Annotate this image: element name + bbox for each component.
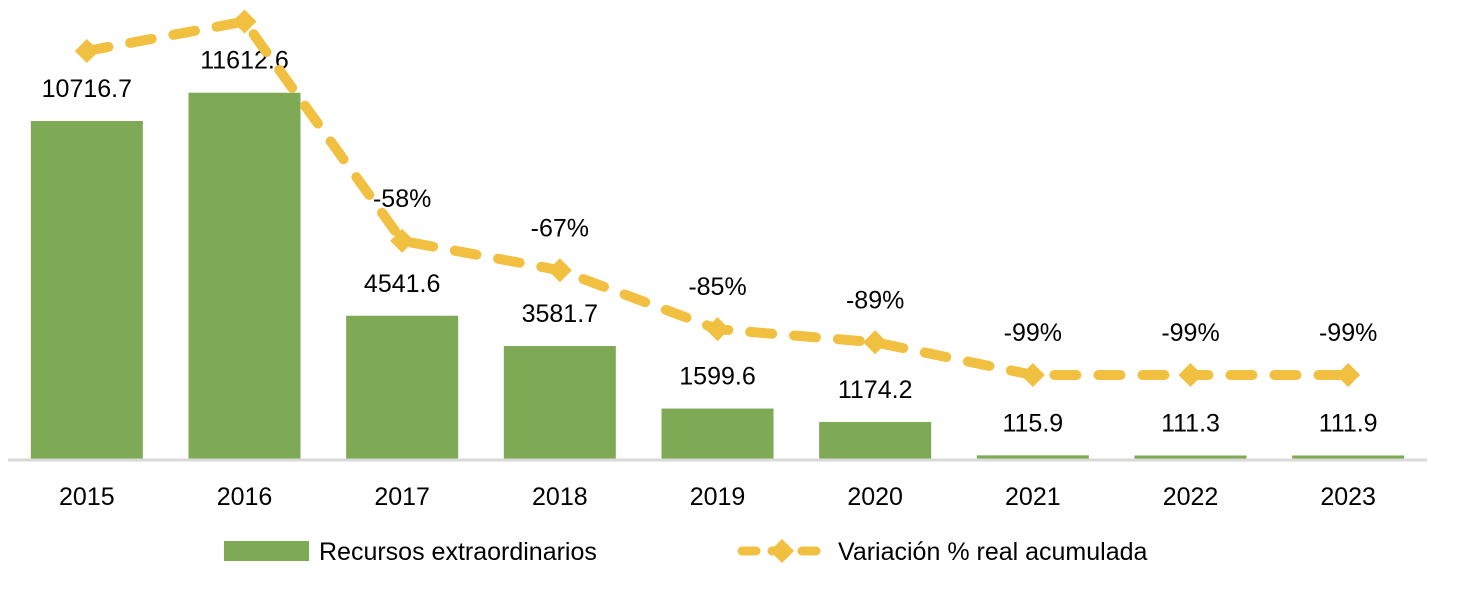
line-data-label: -85% <box>688 273 746 301</box>
line-marker <box>390 228 415 253</box>
bar <box>819 421 932 459</box>
x-tick-labels: 2015 2016 2017 2018 2019 2020 2021 2022 2023 <box>59 483 1376 511</box>
line-data-label: -58% <box>373 185 431 213</box>
x-tick-label: 2022 <box>1163 483 1219 511</box>
bar <box>188 92 301 459</box>
bar-data-label: 115.9 <box>1002 409 1063 437</box>
line-marker <box>547 258 572 283</box>
bar <box>346 315 459 459</box>
x-tick-label: 2019 <box>690 483 746 511</box>
line-marker <box>705 317 730 342</box>
x-tick-label: 2023 <box>1320 483 1376 511</box>
bar <box>503 346 616 459</box>
x-tick-label: 2018 <box>532 483 588 511</box>
line-marker <box>74 39 99 63</box>
bar <box>1134 455 1247 459</box>
legend-diamond-marker <box>770 539 794 563</box>
x-tick-label: 2017 <box>374 483 430 511</box>
legend-label-bars: Recursos extraordinarios <box>319 538 597 566</box>
bar <box>976 455 1089 459</box>
bar-data-label: 1599.6 <box>679 363 755 391</box>
line-series <box>74 9 1361 387</box>
bar <box>30 121 143 459</box>
line-data-labels: -58% -67% -85% -89% -99% -99% -99% <box>373 185 1377 347</box>
line-data-label: -99% <box>1161 319 1219 347</box>
x-tick-label: 2015 <box>59 483 115 511</box>
bar <box>661 408 774 459</box>
bar-data-label: 4541.6 <box>364 270 440 298</box>
legend-swatch-bar <box>224 541 309 561</box>
line-marker <box>1020 363 1045 387</box>
bar-data-label: 11612.6 <box>200 47 289 75</box>
line-marker <box>863 330 888 355</box>
bar-data-label: 10716.7 <box>42 75 132 103</box>
bar-data-label: 111.3 <box>1161 409 1220 437</box>
line-data-label: -89% <box>846 286 904 314</box>
bar-data-label: 1174.2 <box>838 376 913 404</box>
line-data-label: -67% <box>531 214 589 242</box>
bar <box>1292 455 1405 459</box>
legend: Recursos extraordinarios Variación % rea… <box>224 538 1148 566</box>
line-marker <box>1178 363 1203 387</box>
bar-data-label: 111.9 <box>1319 409 1378 437</box>
x-tick-label: 2021 <box>1005 483 1061 511</box>
line-marker <box>232 9 257 34</box>
line-data-label: -99% <box>1319 319 1377 347</box>
x-tick-label: 2020 <box>847 483 903 511</box>
legend-label-line: Variación % real acumulada <box>838 538 1148 566</box>
line-data-label: -99% <box>1004 319 1062 347</box>
bar-data-label: 3581.7 <box>522 300 598 328</box>
bar-data-labels: 10716.7 11612.6 4541.6 3581.7 1599.6 1174.2 11… <box>42 47 1378 438</box>
x-tick-label: 2016 <box>217 483 273 511</box>
line-marker <box>1336 363 1361 387</box>
bar-series <box>30 92 1405 459</box>
